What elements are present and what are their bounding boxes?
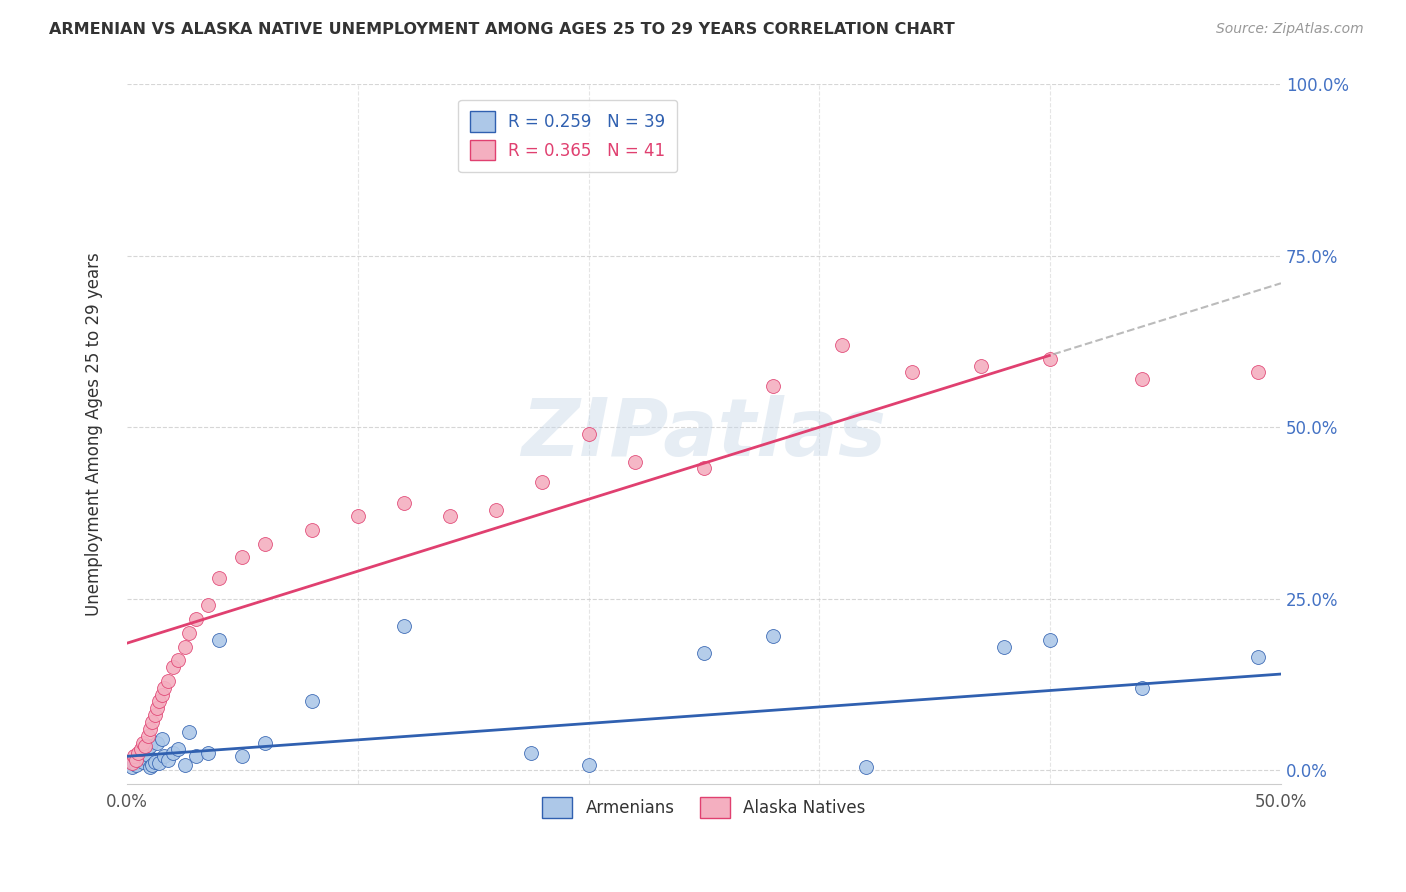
Point [125,757,148,772]
Point [1132,372,1154,386]
Point [439,509,461,524]
Point [1039,632,1062,647]
Point [1247,365,1270,379]
Point [1039,351,1062,366]
Point [129,742,152,756]
Point [122,749,145,764]
Point [301,694,323,708]
Point [231,550,253,565]
Point [146,701,169,715]
Point [1247,649,1270,664]
Point [173,757,195,772]
Point [231,749,253,764]
Point [392,496,415,510]
Point [148,694,170,708]
Point [531,475,554,489]
Legend: Armenians, Alaska Natives: Armenians, Alaska Natives [536,790,872,824]
Point [186,612,208,626]
Point [208,571,231,585]
Point [153,749,176,764]
Point [127,746,149,760]
Point [485,502,508,516]
Point [993,640,1015,654]
Point [197,746,219,760]
Point [146,736,169,750]
Point [762,379,785,393]
Point [127,753,149,767]
Point [179,626,201,640]
Point [301,523,323,537]
Point [208,632,231,647]
Point [346,509,368,524]
Point [1132,681,1154,695]
Point [166,742,188,756]
Point [132,755,155,769]
Point [132,736,155,750]
Point [762,629,785,643]
Point [186,749,208,764]
Point [134,739,156,753]
Point [578,427,600,442]
Point [136,747,159,762]
Point [900,365,922,379]
Point [623,454,645,468]
Point [141,714,163,729]
Point [179,725,201,739]
Point [166,653,188,667]
Point [121,759,143,773]
Point [132,742,155,756]
Point [162,746,184,760]
Text: ARMENIAN VS ALASKA NATIVE UNEMPLOYMENT AMONG AGES 25 TO 29 YEARS CORRELATION CHA: ARMENIAN VS ALASKA NATIVE UNEMPLOYMENT A… [49,22,955,37]
Point [578,757,600,772]
Point [125,753,148,767]
Point [254,537,277,551]
Point [520,746,543,760]
Point [121,756,143,771]
Point [134,750,156,764]
Point [139,722,162,736]
Point [143,755,166,769]
Point [392,619,415,633]
Point [148,756,170,771]
Y-axis label: Unemployment Among Ages 25 to 29 years: Unemployment Among Ages 25 to 29 years [86,252,103,616]
Point [139,759,162,773]
Point [122,756,145,771]
Point [136,729,159,743]
Point [831,338,853,352]
Point [162,660,184,674]
Point [197,599,219,613]
Point [139,739,162,753]
Point [693,461,716,475]
Point [150,688,173,702]
Point [129,746,152,760]
Point [693,647,716,661]
Point [153,681,176,695]
Point [143,708,166,723]
Text: Source: ZipAtlas.com: Source: ZipAtlas.com [1216,22,1364,37]
Point [254,736,277,750]
Point [127,749,149,764]
Point [157,673,180,688]
Point [855,759,877,773]
Point [173,640,195,654]
Point [970,359,993,373]
Text: ZIPatlas: ZIPatlas [522,395,886,473]
Point [157,753,180,767]
Point [150,732,173,747]
Point [141,757,163,772]
